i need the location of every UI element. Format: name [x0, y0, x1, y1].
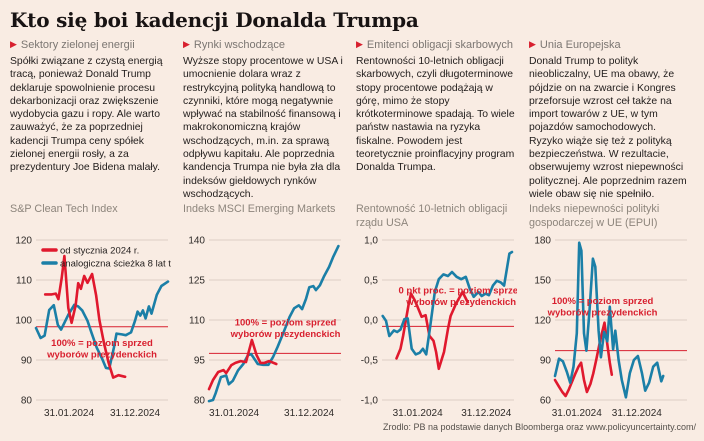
y-tick-label: 125 — [188, 276, 205, 287]
annotation-text: wyborów prezydenckich — [230, 329, 341, 340]
line-chart: 140 125 110 95 80 100% = poziom sprzedwyborów… — [188, 236, 341, 419]
x-tick-label: 31.01.2024 — [552, 408, 602, 419]
chart-eu-epui: 180 150 120 90 60 100% = poziom sprzed wyborów… — [529, 234, 690, 422]
y-tick-label: 120 — [534, 316, 551, 327]
x-tick-label: 31.12.2024 — [110, 408, 160, 419]
legend-label: analogiczna ścieżka 8 lat temu — [60, 259, 171, 270]
red-arrow-icon: ▶ — [529, 39, 536, 49]
annotation-text: 100% = poziom sprzed — [552, 296, 654, 307]
column-european-union: ▶ Unia Europejska Donald Trump to polity… — [529, 37, 690, 422]
red-arrow-icon: ▶ — [10, 39, 17, 49]
section-header: ▶ Rynki wschodzące — [183, 37, 344, 52]
chart-title: Indeks niepewności polityki gospodarczej… — [529, 203, 660, 229]
section-header: ▶ Emitenci obligacji skarbowych — [356, 37, 517, 52]
line-chart: 180 150 120 90 60 100% = poziom sprzedwyborów… — [534, 236, 687, 419]
y-tick-label: 140 — [188, 236, 205, 247]
y-tick-label: 100 — [15, 316, 32, 327]
series-line — [381, 250, 514, 356]
section-header: ▶ Sektory zielonej energii — [10, 37, 171, 52]
red-arrow-icon: ▶ — [183, 39, 190, 49]
x-tick-label: 31.01.2024 — [393, 408, 443, 419]
x-tick-label: 31.12.2024 — [284, 408, 334, 419]
source-credit: Zrodlo: PB na podstawie danych Bloomberg… — [383, 422, 696, 432]
annotation-text: wyborów prezydenckich — [405, 297, 516, 308]
section-header-label: Emitenci obligacji skarbowych — [366, 38, 514, 51]
page-title: Kto się boi kadencji Donalda Trumpa — [10, 8, 419, 32]
y-tick-label: 120 — [15, 236, 32, 247]
line-chart: 120 110 100 90 80 100% = poziom sprzedwyborów… — [15, 236, 171, 420]
y-tick-label: 150 — [534, 276, 551, 287]
chart-title: S&P Clean Tech Index — [10, 203, 118, 215]
series-line — [553, 321, 614, 398]
section-header-label: Rynki wschodzące — [193, 38, 286, 51]
section-body: Rentowności 10-letnich obligacji skarbow… — [356, 56, 515, 174]
y-tick-label: 60 — [540, 396, 552, 407]
series-line — [43, 254, 127, 379]
y-tick-label: 110 — [189, 316, 205, 327]
x-tick-label: 31.12.2024 — [612, 408, 662, 419]
line-chart: 1,0 0,5 0,0 -0,5 -1,0 0 pkt proc. = poziom sp… — [361, 236, 517, 420]
y-tick-label: 0,5 — [364, 276, 378, 287]
legend-label: od stycznia 2024 r. — [60, 246, 139, 257]
y-tick-label: 80 — [21, 396, 33, 407]
red-arrow-icon: ▶ — [356, 39, 363, 49]
chart-title: Rentowność 10-letnich obligacji rządu US… — [356, 203, 508, 229]
section-body: Donald Trump to polityk nieobliczalny, U… — [529, 56, 687, 200]
columns-row: ▶ Sektory zielonej energii Spółki związa… — [10, 37, 694, 422]
chart-sp-clean-tech: 120 110 100 90 80 100% = poziom sprzed wyborów… — [10, 234, 171, 422]
chart-msci-emerging-markets: 140 125 110 95 80 100% = poziom sprzed wyborów… — [183, 234, 344, 422]
annotation-text: wyborów prezydenckich — [46, 350, 157, 361]
y-tick-label: -0,5 — [361, 356, 379, 367]
section-body: Spółki związane z czystą energią tracą, … — [10, 56, 163, 174]
y-tick-label: 90 — [21, 356, 33, 367]
annotation-text: wyborów prezydenckich — [547, 308, 658, 319]
y-tick-label: 80 — [194, 396, 206, 407]
series-line — [207, 338, 278, 391]
y-tick-label: 180 — [534, 236, 551, 247]
y-tick-label: 95 — [194, 356, 206, 367]
column-treasury-bonds: ▶ Emitenci obligacji skarbowych Rentowno… — [356, 37, 517, 422]
x-tick-label: 31.12.2024 — [461, 408, 511, 419]
y-tick-label: -1,0 — [361, 396, 379, 407]
y-tick-label: 0,0 — [364, 316, 378, 327]
section-header-label: Unia Europejska — [539, 38, 621, 51]
y-tick-label: 110 — [16, 276, 32, 287]
annotation-text: 100% = poziom sprzed — [235, 317, 337, 328]
x-tick-label: 31.01.2024 — [209, 408, 259, 419]
column-emerging-markets: ▶ Rynki wschodzące Wyższe stopy procento… — [183, 37, 344, 422]
series-line — [553, 241, 665, 399]
annotation-text: 0 pkt proc. = poziom sprzed — [399, 286, 517, 297]
section-body: Wyższe stopy procentowe w USA i umocnien… — [183, 56, 343, 200]
annotation-text: 100% = poziom sprzed — [51, 338, 153, 349]
series-line — [34, 280, 170, 370]
section-header: ▶ Unia Europejska — [529, 37, 690, 52]
series-line — [207, 244, 340, 403]
y-tick-label: 1,0 — [364, 236, 378, 247]
x-tick-label: 31.01.2024 — [44, 408, 94, 419]
chart-title: Indeks MSCI Emerging Markets — [183, 203, 336, 215]
chart-us-10y-yield: 1,0 0,5 0,0 -0,5 -1,0 0 pkt proc. = poziom sp… — [356, 234, 517, 422]
section-header-label: Sektory zielonej energii — [20, 38, 135, 51]
column-green-energy: ▶ Sektory zielonej energii Spółki związa… — [10, 37, 171, 422]
y-tick-label: 90 — [540, 356, 552, 367]
